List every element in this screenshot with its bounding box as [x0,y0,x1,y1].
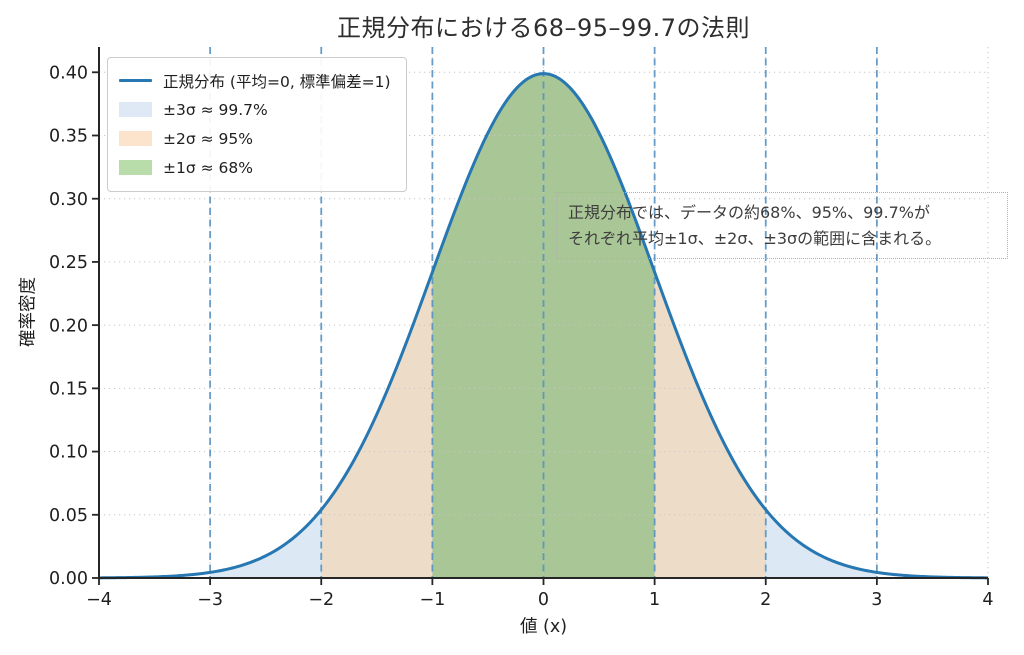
legend-line-swatch [119,79,152,82]
chart-title: 正規分布における68–95–99.7の法則 [336,14,750,42]
x-tick-label: −2 [308,590,334,610]
y-tick-label: 0.40 [49,63,88,83]
x-tick-label: −1 [419,590,445,610]
legend-entry-curve: 正規分布 (平均=0, 標準偏差=1) [119,66,391,95]
legend-3sigma-swatch [119,102,152,117]
x-tick-label: 2 [760,590,771,610]
x-tick-label: −3 [197,590,223,610]
legend-entry-label: ±3σ ≈ 99.7% [163,100,268,119]
y-tick-label: 0.05 [49,506,88,526]
y-tick-labels: 0.00 0.05 0.10 0.15 0.20 0.25 0.30 0.35 0.40 [49,63,88,589]
annotation-line: 正規分布では、データの約68%、95%、99.7%が [568,203,930,222]
legend: 正規分布 (平均=0, 標準偏差=1) ±3σ ≈ 99.7% ±2σ ≈ 95… [107,57,407,192]
legend-entry-2sigma: ±2σ ≈ 95% [119,124,391,153]
y-tick-label: 0.00 [49,569,88,589]
y-tick-label: 0.35 [49,127,88,147]
legend-entry-3sigma: ±3σ ≈ 99.7% [119,95,391,124]
x-tick-label: 3 [871,590,882,610]
annotation-line: それぞれ平均±1σ、±2σ、±3σの範囲に含まれる。 [568,228,942,248]
y-axis-label: 確率密度 [18,277,39,347]
y-tick-label: 0.10 [49,443,88,463]
distribution-curve [98,72,989,580]
curve [98,72,989,580]
y-tick-label: 0.30 [49,190,88,210]
annotation-box: 正規分布では、データの約68%、95%、99.7%が それぞれ平均±1σ、±2σ… [556,192,1008,259]
legend-entry-label: ±1σ ≈ 68% [163,158,253,177]
sigma-reference-lines [209,47,878,578]
x-tick-label: 0 [538,590,549,610]
legend-1sigma-swatch [119,160,152,175]
legend-2sigma-swatch [119,131,152,146]
x-axis-label: 値 (x) [519,617,568,637]
x-tick-label: 1 [649,590,660,610]
x-tick-labels: −4 −3 −2 −1 0 1 2 3 4 [86,590,993,610]
legend-entry-1sigma: ±1σ ≈ 68% [119,153,391,182]
x-tick-label: 4 [982,590,993,610]
y-tick-label: 0.25 [49,253,88,273]
legend-entry-label: ±2σ ≈ 95% [163,129,253,148]
x-tick-label: −4 [86,590,112,610]
legend-entry-label: 正規分布 (平均=0, 標準偏差=1) [163,72,391,91]
tick-marks [92,71,989,585]
y-tick-label: 0.15 [49,379,88,399]
y-tick-label: 0.20 [49,316,88,336]
